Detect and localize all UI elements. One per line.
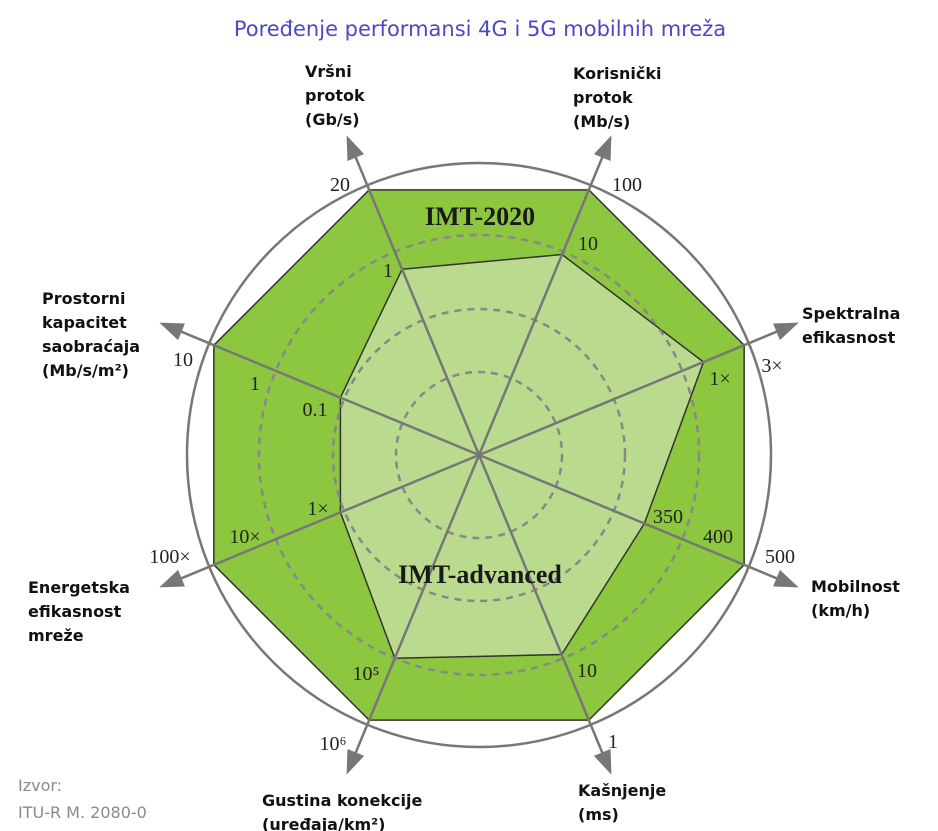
grid-circle xyxy=(394,370,564,540)
axis-label-line: protok xyxy=(305,86,365,105)
tick-label: 400 xyxy=(703,526,733,548)
axis-label-line: Mobilnost xyxy=(811,577,900,596)
axis-label-line: protok xyxy=(573,88,633,107)
axis-label-line: (km/h) xyxy=(811,601,870,620)
tick-label: 1 xyxy=(250,373,260,395)
axis-label-line: saobraćaja xyxy=(42,337,140,356)
axis-arrow-icon xyxy=(159,322,185,341)
series-label-imt-2020: IMT-2020 xyxy=(425,202,535,231)
tick-label: 10 xyxy=(577,660,597,682)
tick-label: 20 xyxy=(330,174,350,196)
tick-label: 10⁶ xyxy=(320,733,347,755)
axis-label: Kašnjenje (ms) xyxy=(578,781,666,824)
axis-label-line: Prostorni xyxy=(42,289,126,308)
tick-label: 1 xyxy=(608,731,618,753)
axis-label-line: Energetska xyxy=(28,578,130,597)
outer-circle xyxy=(185,161,773,749)
tick-label: 1× xyxy=(709,368,730,390)
grid-circle xyxy=(257,233,701,677)
tick-label: 10 xyxy=(578,233,598,255)
axis-arrow-icon xyxy=(593,749,612,775)
axis-line xyxy=(351,454,481,761)
axis-label-line: mreže xyxy=(28,626,84,645)
tick-label: 10⁵ xyxy=(353,663,380,685)
source-label: Izvor: xyxy=(18,776,62,795)
axis-line xyxy=(351,149,481,456)
axis-label: Gustina konekcije (uređaja/km²) xyxy=(262,791,422,831)
axis-label: Prostorni kapacitet saobraćaja (Mb/s/m²) xyxy=(42,289,140,380)
axis-label: Korisnički protok (Mb/s) xyxy=(573,64,662,131)
axis-label: Vršni protok (Gb/s) xyxy=(305,62,365,129)
axis-line xyxy=(478,453,785,583)
tick-label: 1 xyxy=(383,260,393,282)
tick-label: 10 xyxy=(173,349,193,371)
tick-label: 1× xyxy=(307,498,328,520)
chart-title: Poređenje performansi 4G i 5G mobilnih m… xyxy=(234,17,726,41)
axis-label: Mobilnost (km/h) xyxy=(811,577,900,620)
axis-labels: Vršni protok (Gb/s) Korisnički protok (Mb/s) S… xyxy=(28,62,900,831)
axis-label-line: Korisnički xyxy=(573,64,662,83)
axis-label-line: (Gb/s) xyxy=(305,110,360,129)
axis-arrow-icon xyxy=(773,569,799,588)
axis-label: Spektralna efikasnost xyxy=(802,304,900,347)
tick-label: 10× xyxy=(229,526,260,548)
axis-arrow-icon xyxy=(773,322,799,341)
axis-line xyxy=(478,327,785,457)
axes xyxy=(159,135,799,775)
axis-label-line: Gustina konekcije xyxy=(262,791,422,810)
axis-label-line: Vršni xyxy=(305,62,352,81)
axis-label: Energetska efikasnost mreže xyxy=(28,578,130,645)
axis-label-line: Kašnjenje xyxy=(578,781,666,800)
tick-labels: 20 1 100 10 3× 1× 500 400 350 1 10 10⁶ 10⁵ 100× 10× 1× 1… xyxy=(149,174,795,755)
axis-label-line: efikasnost xyxy=(802,328,896,347)
axis-label-line: efikasnost xyxy=(28,602,122,621)
axis-line xyxy=(173,327,480,457)
tick-label: 0.1 xyxy=(303,399,328,421)
tick-label: 350 xyxy=(653,506,683,528)
tick-label: 500 xyxy=(765,546,795,568)
source-value: ITU-R M. 2080-0 xyxy=(18,803,147,822)
tick-label: 3× xyxy=(761,355,782,377)
axis-label-line: kapacitet xyxy=(42,313,127,332)
tick-label: 100× xyxy=(149,546,190,568)
series-label-imt-advanced: IMT-advanced xyxy=(398,560,562,589)
axis-line xyxy=(173,453,480,583)
axis-arrow-icon xyxy=(593,135,612,161)
axis-label-line: Spektralna xyxy=(802,304,900,323)
grid-circle xyxy=(331,307,627,603)
grid-circles xyxy=(257,233,701,677)
axis-label-line: (Mb/s/m²) xyxy=(42,361,129,380)
axis-line xyxy=(477,454,607,761)
axis-arrow-icon xyxy=(346,135,365,161)
axis-label-line: (Mb/s) xyxy=(573,112,630,131)
axis-line xyxy=(477,149,607,456)
axis-label-line: (uređaja/km²) xyxy=(262,815,385,831)
axis-arrow-icon xyxy=(346,749,365,775)
axis-arrow-icon xyxy=(159,569,185,588)
tick-label: 100 xyxy=(612,174,642,196)
axis-label-line: (ms) xyxy=(578,805,619,824)
